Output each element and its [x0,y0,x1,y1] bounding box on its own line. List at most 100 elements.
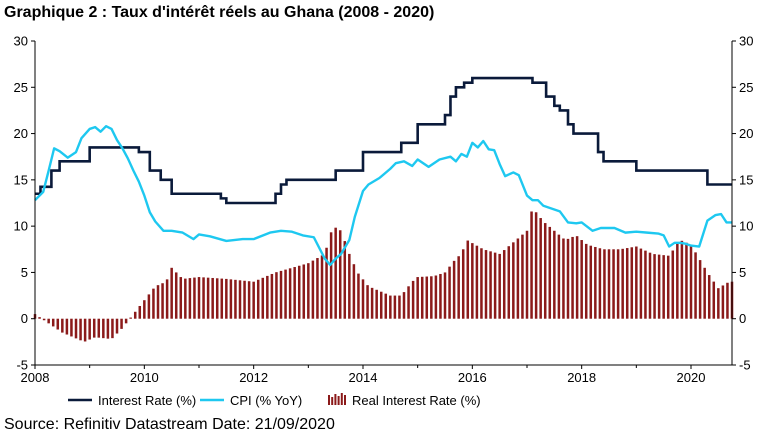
real-rate-bar-95 [466,240,470,319]
real-rate-bar-20 [124,318,128,324]
real-rate-bar-31 [174,272,178,319]
real-rate-bar-9 [74,318,78,339]
real-rate-bar-56 [288,268,292,319]
real-rate-bar-119 [575,236,579,319]
legend-real-rate-label: Real Interest Rate (%) [352,393,481,408]
real-rate-bar-137 [657,254,661,319]
real-rate-bar-49 [256,279,260,319]
real-rate-bar-16 [106,318,110,339]
real-rate-bar-92 [452,260,456,319]
real-rate-bar-89 [439,273,442,319]
y-tick-label-right: 0 [739,311,746,326]
real-rate-bar-80 [398,295,401,319]
y-tick-label-left: 25 [14,80,28,95]
real-rate-bar-68 [343,241,347,319]
real-rate-bar-39 [211,277,214,319]
real-rate-bar-4 [51,318,55,327]
real-rate-bar-62 [316,258,319,319]
legend-cpi-label: CPI (% YoY) [230,393,302,408]
x-tick-label: 2018 [567,370,596,385]
real-rate-bar-117 [566,238,570,319]
real-rate-bar-17 [111,318,114,339]
real-rate-bar-103 [502,250,506,319]
real-rate-bar-51 [266,275,269,319]
real-rate-bar-115 [557,234,561,319]
real-rate-bar-15 [102,318,105,339]
real-rate-bar-64 [325,247,328,319]
real-rate-bar-130 [625,248,629,319]
real-rate-bar-127 [612,249,615,319]
chart-title: Graphique 2 : Taux d'intérêt réels au Gh… [4,4,435,21]
x-tick-label: 2012 [239,370,268,385]
y-tick-label-left: 5 [21,265,28,280]
real-rate-bar-91 [448,266,451,319]
legend-real-rate-swatch-bar [344,395,346,405]
real-rate-bar-138 [662,255,665,319]
real-rate-bar-30 [170,267,173,319]
real-rate-bar-141 [676,243,679,319]
real-rate-bar-79 [393,295,397,319]
y-tick-label-left: 30 [14,34,28,49]
real-rate-bar-104 [507,246,511,319]
real-rate-bar-152 [726,282,729,319]
real-rate-bar-63 [320,255,324,319]
real-rate-bar-82 [407,286,410,319]
real-rate-bar-8 [70,318,73,337]
real-rate-bar-35 [193,277,196,319]
y-tick-label-left: 15 [14,172,28,187]
x-tick-label: 2020 [677,370,706,385]
real-rate-bar-102 [498,253,501,319]
real-rate-bar-60 [307,263,310,319]
source-note: Source: Refinitiv Datastream Date: 21/09… [4,416,335,433]
real-rate-bar-149 [712,281,716,319]
real-rate-bar-21 [129,317,132,319]
real-rate-bar-135 [648,252,652,319]
real-rate-bar-111 [539,218,542,319]
real-rate-bar-147 [703,267,706,319]
real-rate-bar-34 [188,278,192,319]
real-rate-bar-131 [630,247,634,319]
real-rate-bar-2 [42,318,46,321]
real-rate-bar-148 [707,275,711,319]
real-rate-bar-61 [311,260,315,319]
real-rate-bar-87 [430,276,433,319]
real-rate-bar-42 [225,278,228,319]
real-rate-bar-97 [475,245,479,319]
real-rate-bar-38 [206,277,210,319]
real-rate-bar-120 [580,240,583,319]
real-rate-bar-74 [370,287,374,319]
y-tick-label-left: -5 [16,358,28,373]
real-rate-bar-108 [525,230,529,319]
real-rate-bar-123 [594,246,597,319]
real-rate-bar-136 [653,254,656,319]
legend-real-rate-swatch-bar [334,394,337,405]
real-rate-bar-50 [261,277,265,319]
real-rate-bar-5 [56,318,60,330]
real-rate-bar-78 [389,295,392,319]
real-rate-bar-71 [357,273,360,319]
real-rate-bar-86 [425,276,429,319]
real-rate-bar-94 [461,249,465,319]
real-rate-bar-132 [635,246,638,319]
real-rate-bar-129 [621,248,624,319]
real-rate-bar-122 [589,245,593,319]
legend-real-rate-swatch-bar [340,393,343,405]
real-rate-bar-27 [156,285,160,319]
real-rate-bar-1 [38,317,41,319]
real-rate-bar-67 [338,230,342,319]
real-rate-bar-18 [115,318,119,334]
real-rate-bar-59 [302,264,306,319]
real-rate-bar-140 [671,250,675,319]
real-rate-bar-116 [562,238,565,319]
real-rate-bar-43 [229,279,233,319]
real-rate-bar-96 [471,243,474,319]
chart-axes [31,40,736,369]
y-tick-label-right: 15 [739,172,753,187]
real-rate-bar-150 [717,288,720,319]
real-rate-bar-10 [79,318,82,341]
real-rate-bar-14 [97,318,101,338]
real-rate-bar-44 [234,279,237,319]
real-rate-bar-75 [375,289,378,319]
real-rate-bar-57 [293,267,296,319]
